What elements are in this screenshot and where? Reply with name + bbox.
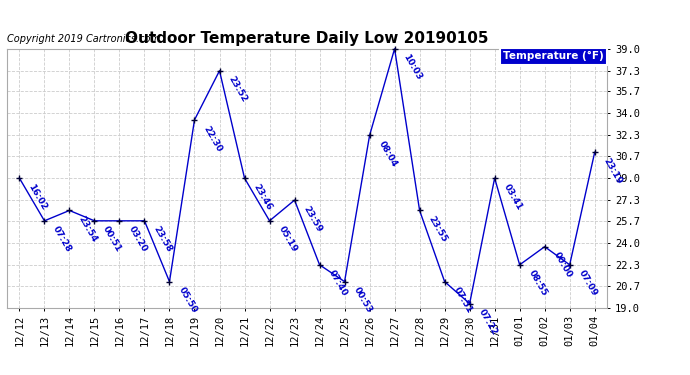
- Text: Copyright 2019 Cartronics.com: Copyright 2019 Cartronics.com: [7, 34, 160, 44]
- Text: 07:22: 07:22: [477, 308, 499, 337]
- Text: 23:19: 23:19: [602, 156, 624, 186]
- Text: 22:30: 22:30: [201, 124, 224, 153]
- Text: 23:59: 23:59: [302, 204, 324, 234]
- Text: 07:40: 07:40: [326, 269, 348, 298]
- Text: 23:52: 23:52: [226, 75, 248, 104]
- Text: 23:46: 23:46: [251, 182, 274, 212]
- Text: 07:28: 07:28: [51, 225, 73, 254]
- Text: 23:58: 23:58: [151, 225, 173, 254]
- Text: 23:54: 23:54: [77, 214, 99, 244]
- Text: 07:09: 07:09: [577, 269, 599, 298]
- Text: 00:51: 00:51: [101, 225, 124, 254]
- Text: 23:55: 23:55: [426, 214, 449, 244]
- Text: 03:20: 03:20: [126, 225, 148, 254]
- Text: 16:02: 16:02: [26, 182, 48, 212]
- Text: 00:53: 00:53: [351, 286, 373, 315]
- Text: 05:50: 05:50: [177, 286, 199, 315]
- Text: 10:03: 10:03: [402, 53, 424, 82]
- Text: 03:41: 03:41: [502, 182, 524, 212]
- Text: 00:00: 00:00: [551, 251, 573, 280]
- Text: 08:04: 08:04: [377, 140, 399, 169]
- Text: 08:55: 08:55: [526, 269, 549, 298]
- Text: 07:51: 07:51: [451, 286, 473, 315]
- Title: Outdoor Temperature Daily Low 20190105: Outdoor Temperature Daily Low 20190105: [126, 31, 489, 46]
- Text: 05:19: 05:19: [277, 225, 299, 254]
- Text: Temperature (°F): Temperature (°F): [504, 51, 604, 62]
